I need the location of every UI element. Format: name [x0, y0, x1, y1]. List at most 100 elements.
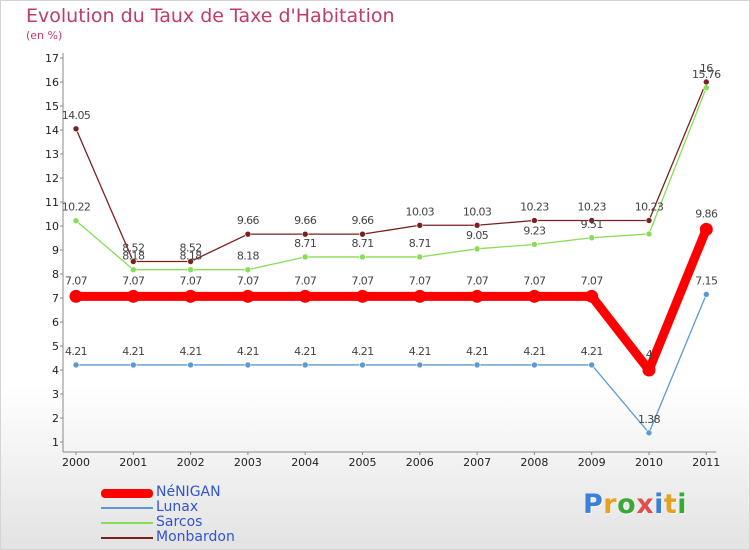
data-label: 7.07	[237, 274, 260, 287]
data-label: 9.66	[237, 214, 260, 227]
data-point	[130, 258, 137, 265]
data-labels: 14.05 8.52 8.52 9.66 9.66 9.66 10.03 10.03 10.23…	[62, 62, 722, 426]
data-point	[130, 361, 137, 369]
x-tick-label: 2011	[692, 456, 720, 469]
data-label: 4.21	[409, 345, 431, 358]
legend-label: Sarcos	[156, 514, 203, 530]
data-label: 8.18	[180, 250, 203, 263]
series-line	[75, 293, 707, 434]
data-label: 4.21	[523, 345, 545, 358]
y-tick-label: 5	[52, 340, 59, 353]
data-label: 9.66	[294, 214, 317, 227]
legend-item: Monbardon	[101, 529, 361, 545]
data-label: 4.21	[294, 345, 316, 358]
data-label: 8.18	[122, 250, 145, 263]
data-point	[588, 217, 596, 224]
y-tick-label: 4	[52, 364, 59, 377]
data-point	[470, 289, 484, 303]
legend: NéNIGAN Lunax Sarcos Monbardon	[101, 484, 361, 545]
data-point	[473, 245, 481, 253]
y-tick-label: 3	[52, 388, 59, 401]
data-label: 10.23	[520, 200, 549, 213]
x-tick-label: 2001	[119, 456, 147, 469]
data-point	[588, 234, 596, 242]
data-label: 8.71	[294, 237, 316, 250]
data-point	[585, 289, 599, 303]
data-point	[72, 125, 80, 133]
data-label: 10.03	[463, 205, 492, 218]
data-point	[72, 361, 80, 369]
x-tick-label: 2003	[234, 456, 262, 469]
x-tick-label: 2007	[463, 456, 491, 469]
y-tick-label: 13	[45, 148, 59, 161]
y-tick-label: 10	[45, 220, 59, 233]
data-point	[69, 289, 83, 303]
legend-swatch	[101, 488, 153, 498]
x-tick-label: 2004	[291, 456, 319, 469]
legend-item: NéNIGAN	[101, 484, 361, 500]
data-label: 4.21	[65, 345, 87, 358]
data-point	[359, 230, 366, 238]
data-label: 10.22	[62, 201, 91, 214]
x-tick-label: 2002	[177, 456, 205, 469]
data-label: 4.21	[466, 345, 488, 358]
data-label: 10.03	[406, 205, 435, 218]
data-label: 4	[646, 348, 653, 361]
data-point	[416, 361, 424, 369]
y-tick-label: 6	[52, 316, 59, 329]
data-label: 9.23	[523, 224, 546, 237]
x-tick-label: 2005	[349, 456, 377, 469]
data-label: 4.21	[237, 345, 259, 358]
data-point	[244, 266, 252, 273]
y-tick-label: 1	[52, 436, 59, 449]
legend-item: Sarcos	[101, 514, 361, 530]
data-point	[72, 217, 80, 225]
data-point	[642, 363, 656, 377]
data-point	[699, 222, 713, 236]
data-label: 9.51	[581, 218, 603, 231]
data-point	[359, 253, 366, 261]
data-point	[130, 266, 137, 273]
y-tick-label: 12	[45, 172, 59, 185]
data-label: 8.52	[122, 242, 144, 255]
series-line	[75, 81, 707, 263]
data-point	[702, 84, 710, 92]
data-point	[473, 221, 481, 229]
data-point	[187, 361, 194, 369]
data-point	[527, 289, 541, 303]
data-label: 7.07	[294, 274, 317, 287]
data-point	[473, 361, 481, 369]
y-tick-label: 11	[45, 196, 59, 209]
y-tick-label: 8	[52, 268, 59, 281]
data-label: 7.07	[180, 274, 203, 287]
data-point	[588, 361, 596, 369]
legend-item: Lunax	[101, 499, 361, 515]
data-point	[356, 289, 369, 303]
x-tick-label: 2000	[62, 456, 90, 469]
data-point	[531, 217, 538, 224]
data-label: 1.38	[638, 413, 661, 426]
data-point	[244, 361, 252, 369]
data-point	[702, 291, 710, 298]
legend-label: NéNIGAN	[156, 484, 221, 500]
chart-title: Evolution du Taux de Taxe d'Habitation	[26, 5, 395, 27]
legend-label: Lunax	[156, 499, 199, 515]
legend-swatch	[101, 507, 153, 509]
data-point	[531, 241, 538, 248]
data-label: 4.21	[581, 345, 603, 358]
data-label: 4.21	[351, 345, 373, 358]
data-label: 7.07	[65, 274, 88, 287]
data-point	[645, 429, 653, 437]
data-label: 9.86	[695, 207, 718, 220]
y-tick-label: 15	[45, 100, 59, 113]
data-point	[645, 230, 653, 238]
series-line	[71, 224, 711, 375]
data-label: 7.07	[351, 274, 374, 287]
legend-swatch	[101, 537, 153, 539]
proxiti-logo: Proxiti	[583, 489, 688, 520]
y-tick-label: 2	[52, 412, 59, 425]
data-label: 7.07	[122, 274, 145, 287]
